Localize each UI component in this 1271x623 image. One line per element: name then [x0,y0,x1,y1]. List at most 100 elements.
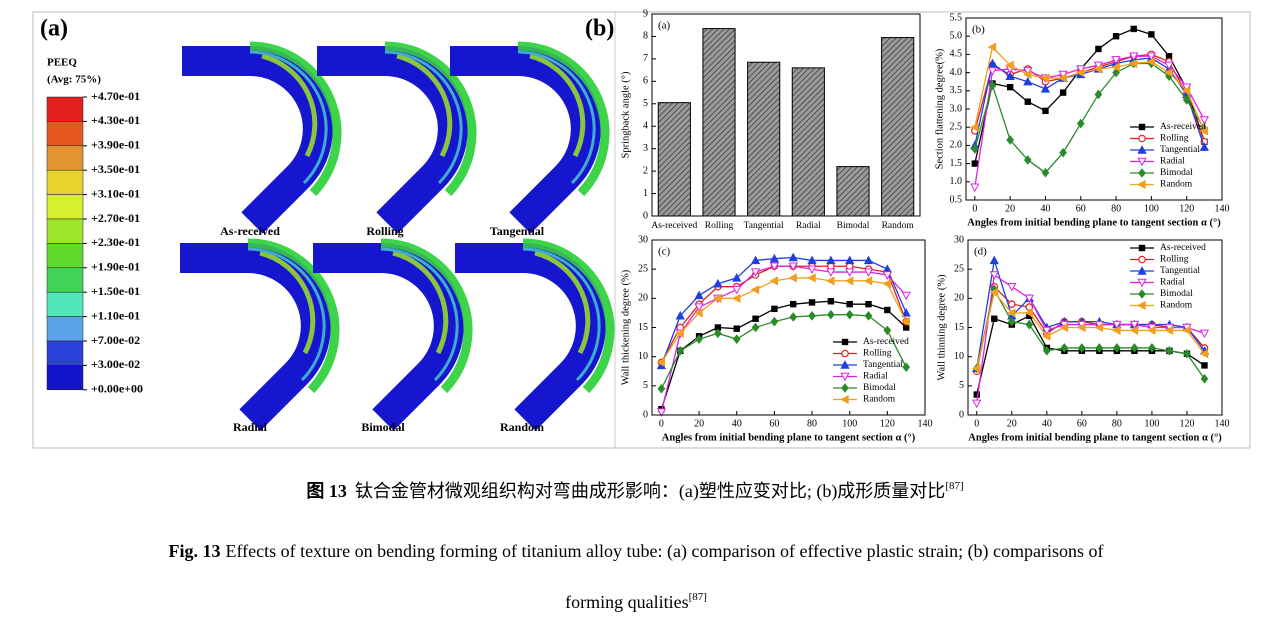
marker [789,312,798,322]
x-tick-label: 80 [1112,418,1122,429]
y-tick-label: 0 [959,409,964,420]
marker [969,122,979,132]
y-tick-label: 5 [959,380,964,391]
marker [1058,73,1067,83]
marker [808,311,816,321]
x-axis-label: Angles from initial bending plane to tan… [662,432,916,443]
marker [790,300,797,308]
x-tick-label: As-received [651,221,697,231]
y-tick-label: 7 [643,53,648,64]
legend-label: Tangential [863,360,903,370]
marker [1147,325,1156,336]
marker [989,287,998,298]
figure-border [32,11,1251,449]
series-line [660,256,907,366]
marker [882,271,892,280]
marker [1025,319,1034,330]
marker [1199,142,1209,151]
x-tick-label: Radial [796,221,821,231]
marker [989,271,999,280]
y-tick-label: 2 [643,165,648,176]
marker [989,255,999,265]
marker [971,363,981,373]
tube-label: Tangential [490,224,545,238]
caption-text: 钛合金管材微观组织构对弯曲成形影响：(a)塑性应变对比; (b)成形质量对比 [355,481,945,502]
marker [732,285,742,295]
contour-label: +2.30e-01 [91,235,140,249]
caption-ref: [87] [689,591,707,603]
legend-label: Random [1160,301,1193,311]
marker [1042,107,1049,115]
marker [676,346,685,356]
contour-label: +2.70e-01 [91,211,140,225]
y-tick-label: 4.5 [950,49,963,60]
caption-text: forming qualities [565,592,688,612]
marker [1148,31,1155,38]
y-tick-label: 2.5 [950,121,963,132]
y-tick-label: 0 [643,210,648,221]
marker [713,293,722,303]
contour-band [46,316,84,342]
y-tick-label: 10 [638,351,648,362]
legend-label: Random [863,395,896,405]
marker [1164,67,1173,78]
contour-band [46,218,84,244]
y-tick-label: 10 [954,351,964,362]
marker [656,357,666,368]
marker [973,391,980,398]
x-tick-label: 80 [807,418,817,429]
panel-label: (d) [974,246,987,258]
marker [1199,329,1210,339]
marker [1059,322,1069,333]
marker [714,328,722,339]
marker [988,80,997,91]
marker [845,268,855,277]
marker [826,276,835,286]
marker [863,268,874,277]
marker [1182,325,1191,336]
marker [1095,45,1102,53]
legend-marker [840,394,849,405]
caption-en: forming qualities[87] [565,591,707,613]
y-tick-label: 2.0 [950,140,963,151]
legend-label: Tangential [1160,145,1200,155]
contour-label: +4.30e-01 [91,113,140,127]
x-tick-label: 20 [694,418,704,429]
marker [1128,58,1138,69]
plot-frame [651,239,926,416]
marker [752,315,759,322]
tube-image [180,243,335,420]
contour-band [46,194,84,220]
legend-subtitle: (Avg: 75%) [47,74,101,86]
x-tick-label: 0 [972,203,977,214]
marker [770,316,779,327]
marker [1025,303,1034,311]
marker [1078,343,1086,353]
legend-marker [1137,300,1146,311]
marker [1199,126,1209,136]
x-axis-label: Angles from initial bending plane to tan… [967,217,1221,228]
legend-label: Radial [1160,278,1185,288]
marker [694,303,704,312]
marker [750,284,760,295]
marker [769,253,780,263]
panel-label: (b) [585,16,614,42]
y-axis-label: Springback angle (°) [620,71,631,159]
contour-band [46,169,84,195]
marker [1182,95,1191,105]
y-tick-label: 5 [643,380,648,391]
marker [991,315,998,322]
legend-label: As-received [1160,243,1206,253]
marker [1077,322,1086,333]
marker [1130,343,1139,353]
y-tick-label: 1.0 [950,176,963,187]
x-tick-label: 20 [1007,418,1017,429]
marker [1201,362,1208,369]
x-tick-label: 0 [974,418,979,429]
panel-label: (a) [40,16,68,42]
legend-label: Rolling [863,349,892,359]
y-tick-label: 8 [643,31,648,42]
y-axis-label: Section flattening degree(%) [934,48,945,169]
marker [1026,312,1033,320]
legend-label: Tangential [1160,266,1200,276]
